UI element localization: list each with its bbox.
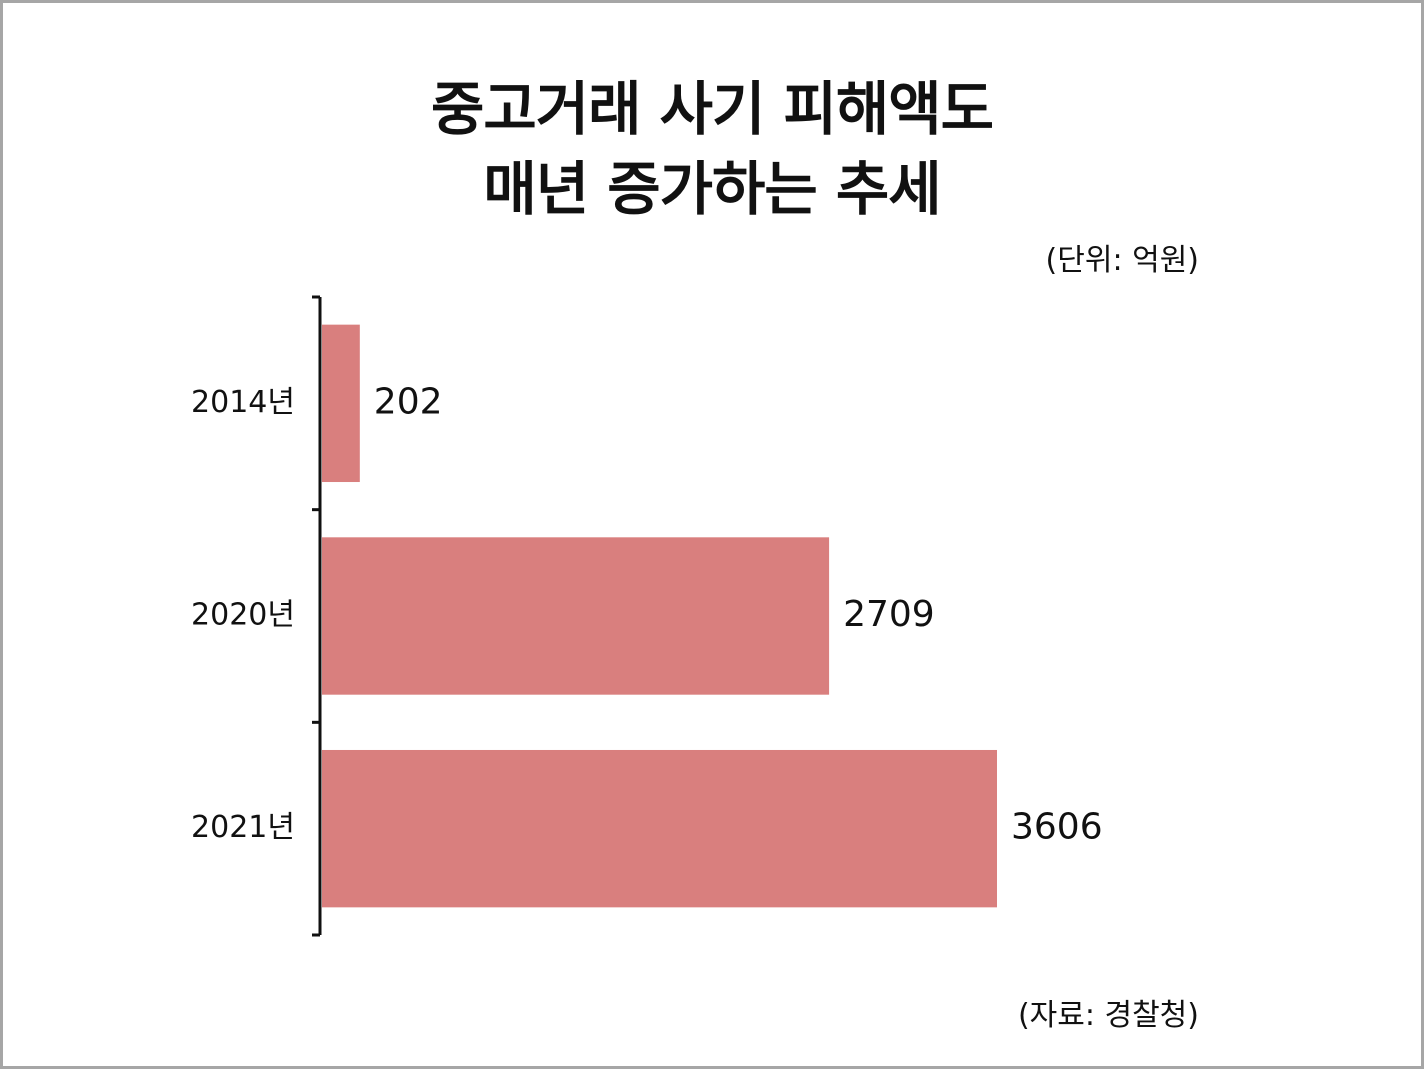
unit-label: (단위: 억원) xyxy=(1045,243,1199,278)
source-label: (자료: 경찰청) xyxy=(1017,998,1199,1033)
category-label: 2020년 xyxy=(191,598,295,633)
value-label: 2709 xyxy=(843,594,935,635)
bar xyxy=(322,324,360,483)
category-label: 2021년 xyxy=(191,810,295,845)
category-label: 2014년 xyxy=(191,385,295,420)
chart-title-line-1: 중고거래 사기 피해액도 xyxy=(431,75,994,143)
value-label: 3606 xyxy=(1011,807,1103,848)
bar xyxy=(322,749,997,908)
bar-chart: 2014년 202 2020년 2709 2021년 3606 xyxy=(191,295,1103,937)
chart-title-line-2: 매년 증가하는 추세 xyxy=(483,155,941,223)
bar xyxy=(322,537,830,695)
value-label: 202 xyxy=(374,381,443,422)
